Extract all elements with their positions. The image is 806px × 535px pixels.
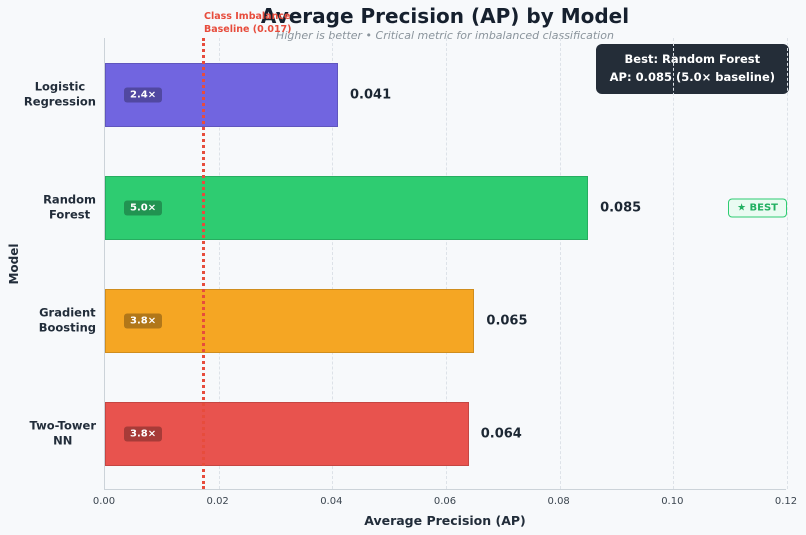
category-label: Logistic Regression <box>23 78 96 109</box>
bar: 3.8× <box>105 401 469 466</box>
gridline <box>332 38 334 489</box>
bar-value-label: 0.065 <box>486 313 528 328</box>
bar-multiplier-label: 3.8× <box>124 426 163 441</box>
x-tick-label: 0.02 <box>206 496 229 507</box>
x-tick-label: 0.00 <box>92 496 116 507</box>
category-label: Random Forest <box>43 191 96 222</box>
chart-subtitle: Higher is better • Critical metric for i… <box>276 29 614 42</box>
x-axis-label: Average Precision (AP) <box>364 513 526 528</box>
x-tick-label: 0.06 <box>433 496 457 507</box>
bar: 5.0× <box>105 175 589 240</box>
bar: 3.8× <box>105 288 475 353</box>
bar-value-label: 0.085 <box>600 200 642 215</box>
x-tick-label: 0.08 <box>547 496 570 507</box>
gridline <box>218 38 220 489</box>
gridline <box>446 38 447 489</box>
gridline <box>559 38 561 489</box>
y-axis-label: Model <box>7 243 21 285</box>
x-axis-ticks: 0.00 0.02 0.04 0.06 0.08 0.10 0.12 <box>93 496 797 510</box>
best-model-annotation-line1: Best: Random Forest <box>624 52 761 66</box>
x-tick-label: 0.10 <box>661 496 684 507</box>
gridline <box>673 38 675 489</box>
gridline <box>787 38 788 489</box>
bar: 2.4× <box>105 62 339 127</box>
bar-multiplier-label: 3.8× <box>124 313 163 328</box>
bar-multiplier-label: 2.4× <box>124 87 163 102</box>
chart-title: Average Precision (AP) by Model <box>260 4 630 28</box>
bar-value-label: 0.064 <box>480 426 522 441</box>
category-label: Two-Tower NN <box>29 417 96 448</box>
category-label: Gradient Boosting <box>38 304 96 335</box>
x-tick-label: 0.12 <box>774 496 798 507</box>
bar-multiplier-label: 5.0× <box>124 200 163 215</box>
plot-area: 2.4× 0.041 5.0× 0.085 ★ BEST 3.8× 0.065 3.8× 0.0… <box>104 38 788 490</box>
best-badge: ★ BEST <box>728 198 788 217</box>
baseline-annotation-label: Class Imbalance Baseline (0.017) <box>204 11 292 36</box>
best-model-annotation-line2: AP: 0.085 (5.0× baseline) <box>609 69 775 84</box>
bar-value-label: 0.041 <box>350 87 392 102</box>
best-model-annotation: Best: Random Forest AP: 0.085 (5.0× base… <box>595 44 789 94</box>
baseline-line <box>201 38 205 489</box>
x-tick-label: 0.04 <box>320 496 343 507</box>
